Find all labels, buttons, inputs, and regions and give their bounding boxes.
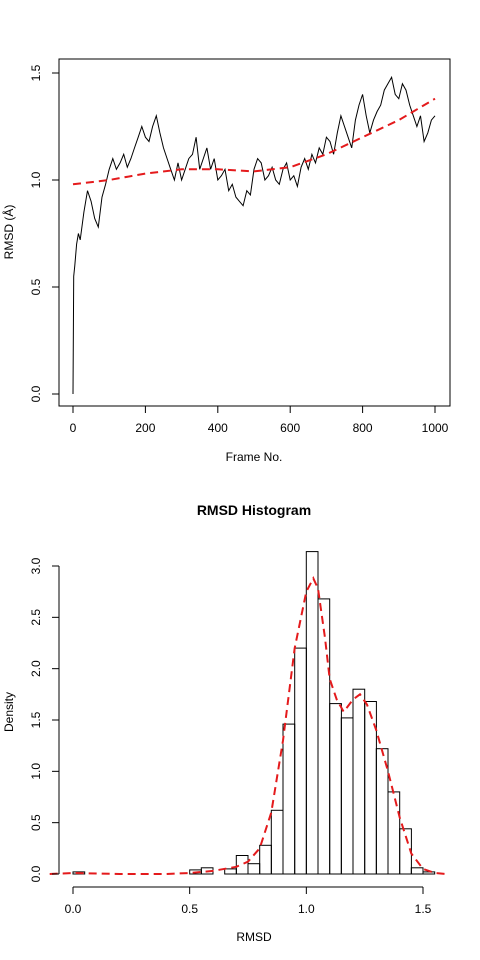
histogram-bar — [270, 809, 284, 875]
plot-frame — [58, 58, 451, 407]
histogram-bar — [247, 863, 261, 875]
x-tick-label: 0.5 — [181, 902, 198, 916]
y-tick-label: 1.0 — [29, 171, 43, 188]
y-axis-title: RMSD (Å) — [1, 205, 16, 260]
x-tick-label: 1.5 — [415, 902, 432, 916]
density-curve — [49, 576, 447, 875]
x-tick-label: 200 — [135, 421, 155, 435]
rmsd-line-chart: 0 200 400 600 800 1000 0.0 0.5 1.0 1.5 Frame No.… — [1, 58, 451, 464]
rmsd-line — [72, 75, 436, 395]
x-tick-label: 800 — [353, 421, 373, 435]
histogram-bar — [235, 855, 249, 875]
histogram-bar — [422, 871, 436, 875]
histogram-bar — [282, 723, 296, 875]
y-tick-label: 0.0 — [29, 385, 43, 402]
histogram-bar — [387, 791, 401, 875]
x-tick-label: 400 — [208, 421, 228, 435]
x-tick-label: 1.0 — [298, 902, 315, 916]
y-tick-label: 2.0 — [29, 660, 43, 677]
y-tick-label: 1.5 — [29, 711, 43, 728]
x-axis-title: Frame No. — [226, 450, 283, 464]
y-tick-label: 3.0 — [29, 557, 43, 574]
y-tick-label: 0.5 — [29, 278, 43, 295]
histogram-bar — [329, 703, 342, 875]
histogram-bar — [259, 844, 272, 875]
y-tick-label: 2.5 — [29, 609, 43, 626]
histogram-bar — [340, 717, 354, 875]
histogram-bar — [410, 867, 424, 875]
y-tick-label: 0.5 — [29, 814, 43, 831]
chart-title: RMSD Histogram — [197, 502, 311, 518]
x-tick-label: 0 — [70, 421, 77, 435]
x-axis-title: RMSD — [236, 930, 272, 944]
rmsd-histogram-chart: RMSD Histogram 0.0 0.5 1.0 1.5 0.0 0.5 1.0 1.5… — [2, 502, 447, 944]
y-tick-label: 0.0 — [29, 865, 43, 882]
y-axis-title: Density — [2, 692, 16, 732]
x-tick-label: 1000 — [422, 421, 449, 435]
trend-line — [72, 97, 436, 186]
x-tick-label: 0.0 — [65, 902, 82, 916]
histogram-bar — [224, 868, 237, 875]
y-tick-label: 1.5 — [29, 64, 43, 81]
histogram-bar — [317, 598, 331, 875]
x-tick-label: 600 — [280, 421, 300, 435]
y-tick-label: 1.0 — [29, 763, 43, 780]
histogram-bar — [305, 551, 319, 875]
histogram-bar — [294, 647, 307, 875]
histogram-bar — [352, 688, 366, 875]
